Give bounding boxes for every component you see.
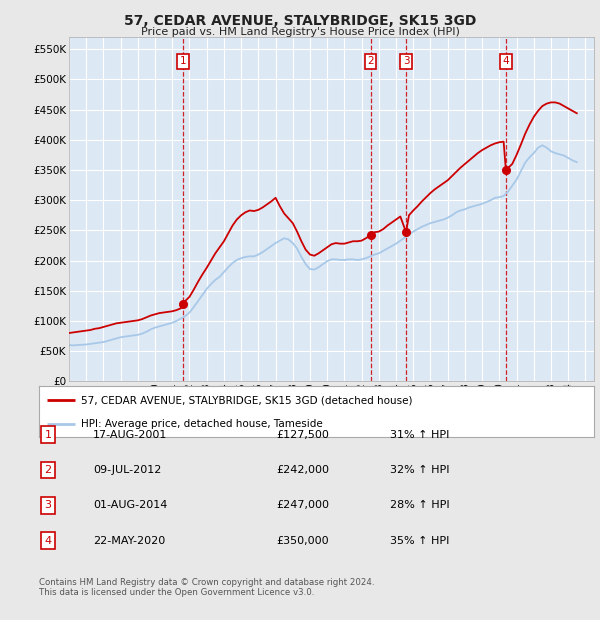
Text: 32% ↑ HPI: 32% ↑ HPI xyxy=(390,465,449,475)
Text: 57, CEDAR AVENUE, STALYBRIDGE, SK15 3GD: 57, CEDAR AVENUE, STALYBRIDGE, SK15 3GD xyxy=(124,14,476,28)
Text: £247,000: £247,000 xyxy=(276,500,329,510)
Text: 57, CEDAR AVENUE, STALYBRIDGE, SK15 3GD (detached house): 57, CEDAR AVENUE, STALYBRIDGE, SK15 3GD … xyxy=(80,396,412,405)
Text: 1: 1 xyxy=(179,56,186,66)
Text: 2: 2 xyxy=(367,56,374,66)
Text: 3: 3 xyxy=(403,56,409,66)
Text: 31% ↑ HPI: 31% ↑ HPI xyxy=(390,430,449,440)
Text: 1: 1 xyxy=(44,430,52,440)
Text: Price paid vs. HM Land Registry's House Price Index (HPI): Price paid vs. HM Land Registry's House … xyxy=(140,27,460,37)
Text: £127,500: £127,500 xyxy=(276,430,329,440)
Text: 35% ↑ HPI: 35% ↑ HPI xyxy=(390,536,449,546)
Text: Contains HM Land Registry data © Crown copyright and database right 2024.
This d: Contains HM Land Registry data © Crown c… xyxy=(39,578,374,597)
Text: 4: 4 xyxy=(503,56,509,66)
Text: 4: 4 xyxy=(44,536,52,546)
Text: 17-AUG-2001: 17-AUG-2001 xyxy=(93,430,167,440)
Text: 2: 2 xyxy=(44,465,52,475)
Text: HPI: Average price, detached house, Tameside: HPI: Average price, detached house, Tame… xyxy=(80,419,322,430)
Text: £350,000: £350,000 xyxy=(276,536,329,546)
Text: 28% ↑ HPI: 28% ↑ HPI xyxy=(390,500,449,510)
Text: 01-AUG-2014: 01-AUG-2014 xyxy=(93,500,167,510)
Text: 22-MAY-2020: 22-MAY-2020 xyxy=(93,536,165,546)
Text: £242,000: £242,000 xyxy=(276,465,329,475)
Text: 09-JUL-2012: 09-JUL-2012 xyxy=(93,465,161,475)
Text: 3: 3 xyxy=(44,500,52,510)
